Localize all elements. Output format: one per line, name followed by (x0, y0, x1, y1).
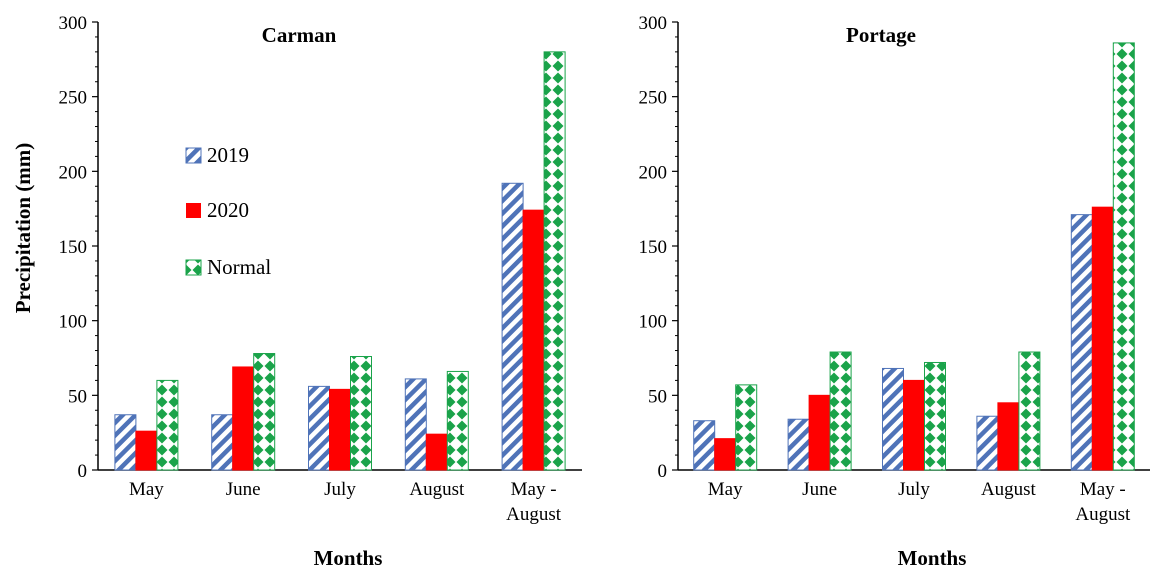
portage-bar-2019 (882, 367, 904, 471)
carman-bar-2019 (211, 414, 234, 471)
portage-bar-normal (924, 361, 946, 471)
carman-category-label: June (226, 479, 261, 500)
legend-item-2020: 2020 (186, 198, 249, 222)
portage-category-label: May (708, 479, 743, 500)
carman-bar-normal (253, 353, 276, 471)
carman-bar-2020 (522, 209, 545, 471)
portage-bar-normal (829, 351, 852, 471)
portage-category-label: July (898, 479, 930, 500)
portage-categories: May June July August May - August (708, 479, 1131, 525)
carman-y-tick-label: 150 (59, 237, 88, 258)
portage-bar-2020 (903, 379, 925, 471)
carman-bar-2019 (501, 182, 524, 471)
portage-y-tick-label: 150 (639, 237, 668, 258)
portage-y-tick-label: 250 (639, 88, 668, 109)
portage-category-label: August (981, 479, 1037, 500)
legend-label-2020: 2020 (207, 198, 249, 222)
carman-bar-normal (156, 379, 179, 471)
carman-x-axis-label: Months (314, 546, 383, 570)
portage-y-tick-label: 0 (658, 461, 668, 482)
portage-y-tick-label: 300 (639, 13, 668, 34)
carman-bar-2020 (232, 366, 255, 471)
carman-bar-2020 (329, 388, 351, 471)
chart-carman: 0 50 100 150 200 250 300 May June July August May … (11, 13, 582, 570)
portage-bars (693, 42, 1135, 471)
carman-bar-2019 (114, 414, 137, 471)
carman-bar-2020 (425, 433, 448, 471)
carman-bar-2019 (308, 385, 330, 471)
portage-bar-2020 (808, 394, 831, 471)
carman-y-tick-label: 250 (59, 88, 88, 109)
portage-bar-2020 (997, 402, 1020, 471)
carman-y-tick-label: 200 (59, 162, 88, 183)
portage-category-label: August (1075, 504, 1131, 525)
portage-y-tick-label: 50 (648, 386, 667, 407)
carman-bar-2020 (135, 430, 158, 471)
legend-item-2019: 2019 (185, 143, 249, 167)
carman-category-label: August (506, 504, 562, 525)
legend-label-normal: Normal (207, 255, 271, 279)
portage-bar-normal (1018, 351, 1041, 471)
carman-y-tick-label: 300 (59, 13, 88, 34)
portage-category-label: June (802, 479, 837, 500)
portage-x-axis-label: Months (898, 546, 967, 570)
carman-category-label: May (129, 479, 164, 500)
carman-category-label: August (409, 479, 465, 500)
carman-y-axis-label: Precipitation (mm) (11, 143, 35, 313)
chart-portage: 0 50 100 150 200 250 300 May June July August May … (639, 13, 1150, 570)
portage-bar-normal (735, 384, 758, 471)
carman-bar-normal (446, 370, 469, 471)
portage-y-tick-label: 200 (639, 162, 668, 183)
portage-bar-normal (1112, 42, 1135, 471)
carman-category-label: July (324, 479, 356, 500)
portage-bar-2019 (787, 418, 810, 471)
carman-category-label: May - (511, 479, 557, 500)
carman-ticks: 0 50 100 150 200 250 300 (59, 13, 98, 482)
legend-swatch-2020 (186, 203, 201, 218)
carman-title: Carman (262, 23, 337, 47)
portage-ticks: 0 50 100 150 200 250 300 (639, 13, 678, 482)
carman-y-tick-label: 100 (59, 312, 88, 333)
portage-bar-2020 (714, 438, 737, 471)
portage-y-tick-label: 100 (639, 312, 668, 333)
portage-category-label: May - (1080, 479, 1126, 500)
portage-title: Portage (846, 23, 916, 47)
legend-label-2019: 2019 (207, 143, 249, 167)
carman-y-tick-label: 0 (78, 461, 88, 482)
portage-bar-2019 (976, 415, 999, 471)
carman-legend: 2019 2020 Normal (185, 143, 271, 279)
carman-y-tick-label: 50 (68, 386, 87, 407)
carman-bar-normal (350, 356, 372, 471)
carman-bar-2019 (404, 378, 427, 471)
carman-categories: May June July August May - August (129, 479, 562, 525)
carman-bars (114, 51, 566, 471)
legend-item-normal: Normal (185, 255, 271, 279)
legend-swatch-2019 (185, 147, 202, 164)
carman-bar-normal (543, 51, 566, 471)
portage-bar-2019 (693, 420, 716, 471)
portage-bar-2019 (1070, 214, 1093, 471)
portage-bar-2020 (1091, 206, 1114, 471)
legend-swatch-normal (185, 259, 202, 276)
